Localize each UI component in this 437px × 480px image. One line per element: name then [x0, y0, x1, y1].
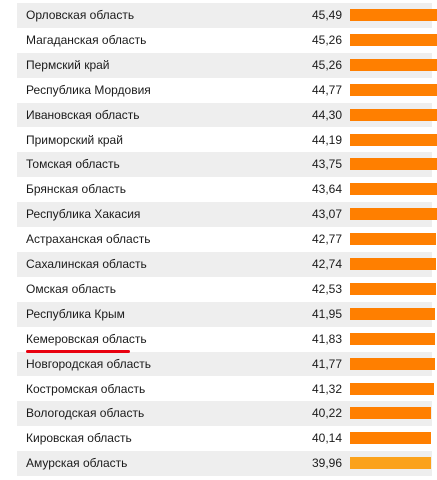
table-row: Республика Мордовия 44,77	[17, 77, 437, 103]
value-bar	[350, 357, 435, 370]
value-label: 43,64	[311, 182, 342, 197]
table-row: Республика Хакасия 43,07	[17, 202, 437, 228]
value-label: 43,07	[311, 207, 342, 222]
table-row: Астраханская область 42,77	[17, 227, 437, 252]
table-row: Новгородская область 41,77	[17, 351, 435, 377]
table-row: Кемеровская область 41,83	[17, 326, 435, 352]
value-bar	[350, 307, 435, 320]
table-row: Амурская область 39,96	[17, 451, 432, 477]
value-bar	[350, 332, 435, 345]
value-label: 41,77	[311, 356, 342, 371]
table-row: Брянская область 43,64	[17, 177, 437, 203]
region-name: Костромская область	[26, 381, 146, 396]
region-name: Орловская область	[26, 8, 135, 22]
value-bar	[350, 208, 437, 221]
table-row: Ивановская область 44,30	[17, 102, 437, 128]
region-name: Сахалинская область	[26, 257, 147, 271]
table-row: Омская область 42,53	[17, 276, 436, 302]
value-label: 42,74	[311, 257, 342, 271]
value-label: 42,77	[311, 232, 342, 247]
region-name: Омская область	[26, 281, 117, 296]
value-label: 44,19	[311, 132, 342, 147]
value-bar	[350, 133, 437, 146]
value-bar	[350, 83, 437, 96]
value-bar	[350, 233, 437, 246]
value-bar	[350, 382, 434, 395]
region-name: Пермский край	[26, 57, 110, 72]
region-name: Новгородская область	[26, 356, 152, 371]
region-name: Магаданская область	[26, 32, 147, 47]
region-name: Республика Мордовия	[26, 82, 151, 97]
table-row: Кировская область 40,14	[17, 426, 432, 452]
region-name: Республика Крым	[26, 306, 125, 321]
value-label: 41,95	[311, 306, 342, 321]
value-label: 40,22	[311, 406, 342, 421]
value-label: 39,96	[311, 456, 342, 471]
value-bar	[350, 457, 431, 470]
value-bar	[350, 33, 437, 46]
region-name: Вологодская область	[26, 406, 145, 421]
value-bar	[350, 282, 436, 295]
value-label: 42,53	[311, 281, 342, 296]
value-bar	[350, 158, 437, 171]
table-row: Пермский край 45,26	[17, 52, 437, 78]
value-bar	[350, 258, 437, 270]
region-name: Кировская область	[26, 431, 132, 446]
value-label: 44,77	[311, 82, 342, 97]
region-name: Приморский край	[26, 132, 123, 147]
value-label: 41,32	[311, 381, 342, 396]
table-row: Приморский край 44,19	[17, 127, 437, 153]
value-label: 40,14	[311, 431, 342, 446]
table-row: Томская область 43,75	[17, 152, 437, 178]
region-name: Томская область	[26, 157, 120, 172]
region-name: Брянская область	[26, 182, 126, 197]
table-row: Сахалинская область 42,74	[17, 252, 437, 277]
value-bar	[350, 58, 437, 71]
value-bar	[350, 183, 437, 196]
value-label: 45,49	[311, 8, 342, 22]
value-label: 45,26	[311, 32, 342, 47]
table-row: Костромская область 41,32	[17, 376, 434, 402]
table-row: Магаданская область 45,26	[17, 27, 437, 53]
value-label: 41,83	[311, 331, 342, 346]
highlight-underline	[26, 350, 130, 353]
value-bar	[350, 432, 432, 445]
region-name: Астраханская область	[26, 232, 151, 247]
value-bar	[350, 9, 437, 21]
value-bar	[350, 108, 437, 121]
table-row: Орловская область 45,49	[17, 3, 437, 28]
value-label: 44,30	[311, 107, 342, 122]
value-label: 45,26	[311, 57, 342, 72]
value-label: 43,75	[311, 157, 342, 172]
table-row: Вологодская область 40,22	[17, 401, 432, 427]
region-name: Ивановская область	[26, 107, 140, 122]
region-name: Республика Хакасия	[26, 207, 141, 222]
table-row: Республика Крым 41,95	[17, 301, 435, 327]
region-name: Кемеровская область	[26, 331, 147, 346]
region-name: Амурская область	[26, 456, 128, 471]
value-bar	[350, 407, 432, 420]
